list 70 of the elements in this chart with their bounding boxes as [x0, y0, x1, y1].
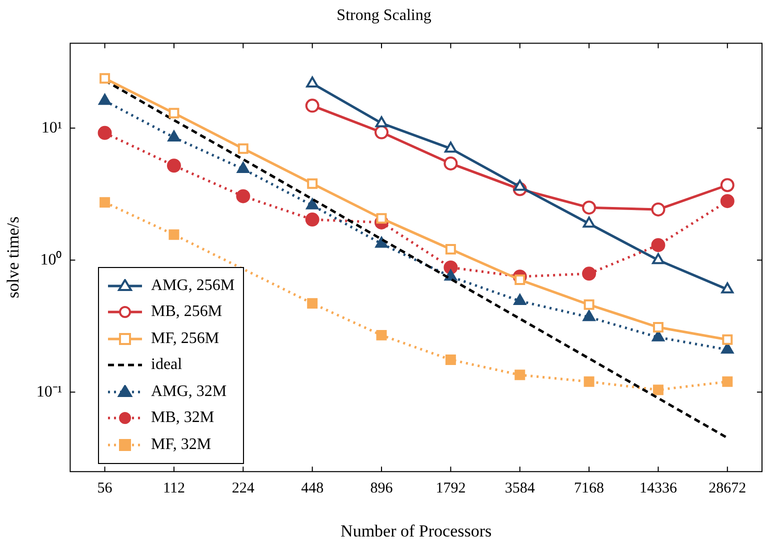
legend-label: MB, 32M [151, 409, 214, 428]
point [651, 238, 666, 252]
legend-label: MB, 256M [151, 303, 222, 322]
point [168, 108, 180, 118]
point [722, 334, 733, 345]
point [375, 236, 388, 248]
point [236, 189, 250, 204]
point [100, 197, 110, 208]
point [307, 178, 318, 189]
point [721, 282, 734, 294]
x-tick-label: 28672 [708, 480, 746, 497]
x-tick-label: 3584 [504, 480, 536, 497]
point [652, 384, 664, 396]
point [720, 194, 734, 208]
point [651, 202, 666, 216]
point [305, 98, 320, 113]
point [720, 178, 734, 192]
legend-label: AMG, 256M [151, 276, 235, 295]
point [305, 212, 320, 227]
point [376, 213, 387, 224]
point [306, 198, 319, 210]
point [375, 116, 388, 128]
y-tick-label: 10¹ [41, 119, 62, 136]
point [722, 376, 733, 387]
legend-label: ideal [151, 356, 182, 374]
point [98, 94, 111, 105]
legend-label: MF, 32M [151, 436, 212, 454]
y-tick-label: 10⁰ [40, 250, 62, 268]
point [514, 370, 526, 380]
point [98, 126, 112, 140]
point [584, 299, 594, 310]
y-tick-label: 10⁻¹ [36, 383, 62, 400]
y-axis-title: solve time/s [4, 216, 23, 298]
x-tick-label: 1792 [436, 480, 466, 497]
point [168, 229, 180, 240]
x-tick-label: 896 [370, 480, 394, 497]
point [444, 270, 457, 281]
x-tick-label: 448 [301, 480, 324, 497]
point [374, 125, 389, 140]
point [514, 294, 526, 306]
point [168, 130, 180, 142]
point [376, 330, 387, 340]
point [306, 76, 319, 88]
x-axis-title: Number of Processors [340, 521, 492, 540]
point [445, 244, 456, 254]
point [652, 322, 664, 333]
point [582, 266, 596, 281]
point [582, 216, 596, 228]
point [236, 162, 250, 174]
point [307, 298, 318, 309]
point [238, 143, 248, 154]
point [652, 253, 664, 264]
point [100, 73, 110, 84]
point [584, 376, 594, 387]
point [166, 158, 181, 173]
point [445, 354, 456, 365]
x-tick-label: 224 [232, 480, 255, 497]
point [514, 274, 526, 286]
point [514, 180, 526, 191]
x-tick-label: 7168 [574, 480, 604, 497]
point [582, 310, 596, 322]
chart-title: Strong Scaling [336, 6, 432, 24]
x-tick-label: 14336 [639, 480, 678, 497]
x-tick-label: 56 [97, 480, 113, 497]
legend-label: MF, 256M [151, 330, 220, 348]
legend-label: AMG, 32M [151, 382, 227, 401]
point [582, 200, 596, 215]
point [444, 156, 458, 170]
x-tick-label: 112 [162, 480, 185, 497]
point [444, 142, 457, 153]
